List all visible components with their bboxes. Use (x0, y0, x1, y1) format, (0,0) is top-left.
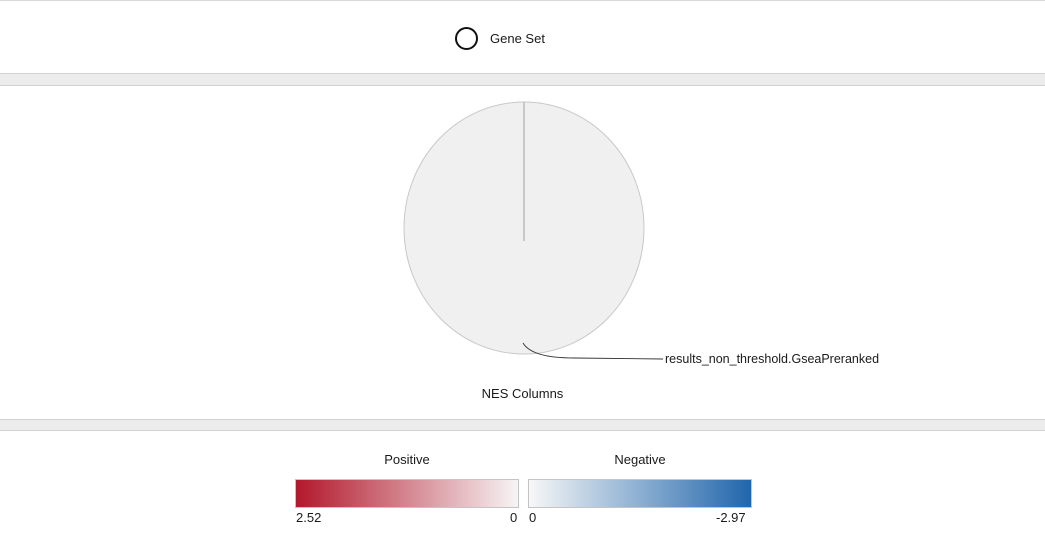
negative-scale-title: Negative (614, 452, 666, 467)
positive-gradient-bar (295, 479, 519, 508)
positive-scale-title: Positive (384, 452, 430, 467)
circle-outline-icon (455, 27, 478, 50)
panel-divider[interactable] (0, 73, 1045, 86)
shape-legend-panel: Gene Set (0, 1, 1045, 74)
top-border (0, 0, 1045, 1)
panel-divider[interactable] (0, 419, 1045, 431)
negative-max-label: -2.97 (716, 510, 746, 525)
negative-min-label: 0 (529, 510, 537, 525)
gene-set-legend-entry: Gene Set (455, 27, 545, 50)
positive-min-label: 2.52 (296, 510, 322, 525)
chart-title: NES Columns (481, 386, 564, 401)
positive-max-label: 0 (510, 510, 518, 525)
gene-set-label: Gene Set (490, 31, 545, 46)
pie-chart: results_non_threshold.GseaPreranked (403, 101, 879, 366)
slice-label: results_non_threshold.GseaPreranked (665, 352, 879, 366)
negative-gradient-bar (528, 479, 752, 508)
color-scale-panel (0, 431, 1045, 544)
slice-label-leader-line (522, 342, 664, 360)
